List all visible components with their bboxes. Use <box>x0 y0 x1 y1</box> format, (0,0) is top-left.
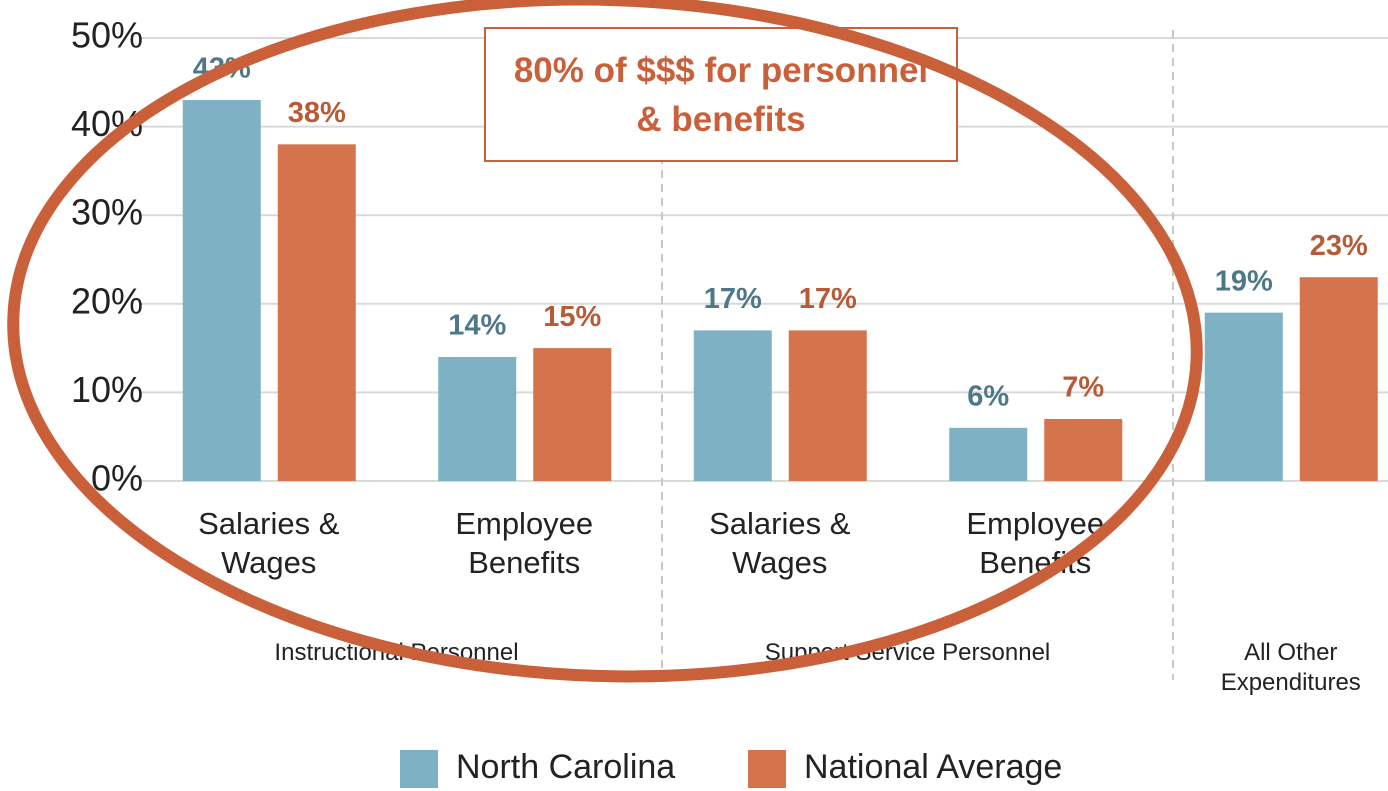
bar <box>277 144 356 481</box>
data-label: 14% <box>448 310 506 342</box>
x-tick-label: Salaries & Wages <box>709 506 851 580</box>
data-label: 19% <box>1215 265 1273 297</box>
legend-label: North Carolina <box>456 748 675 786</box>
y-tick-label: 50% <box>71 15 143 56</box>
x-tick-label: Salaries & Wages <box>198 506 340 580</box>
group-label: Instructional Personnel <box>274 639 519 666</box>
group-label: Support Service Personnel <box>764 639 1051 666</box>
y-tick-label: 10% <box>71 369 143 410</box>
bar <box>1204 312 1283 481</box>
y-tick-label: 40% <box>71 103 143 144</box>
x-tick-label: Employee Benefits <box>966 506 1105 580</box>
data-label: 17% <box>704 283 762 315</box>
data-label: 17% <box>799 283 857 315</box>
data-label: 15% <box>543 301 601 333</box>
bar <box>533 348 612 481</box>
y-tick-label: 30% <box>71 192 143 233</box>
y-tick-label: 20% <box>71 280 143 321</box>
legend-swatch <box>400 750 438 788</box>
y-tick-label: 0% <box>91 458 143 499</box>
group-label: All Other Expenditures <box>1220 639 1361 696</box>
data-label: 38% <box>288 97 346 129</box>
annotation: 80% of $$$ for personnel & benefits <box>484 27 958 162</box>
bar <box>438 356 517 481</box>
legend-swatch <box>748 750 786 788</box>
bar <box>1044 418 1123 481</box>
bar <box>949 427 1028 481</box>
bar <box>182 100 261 482</box>
bar <box>788 330 867 481</box>
x-tick-label: Employee Benefits <box>455 506 594 580</box>
data-label: 23% <box>1310 230 1368 262</box>
data-label: 43% <box>193 53 251 85</box>
data-label: 6% <box>967 380 1009 412</box>
bar <box>693 330 772 481</box>
legend-label: National Average <box>804 748 1062 786</box>
bar <box>1299 277 1378 481</box>
data-label: 7% <box>1062 372 1104 404</box>
